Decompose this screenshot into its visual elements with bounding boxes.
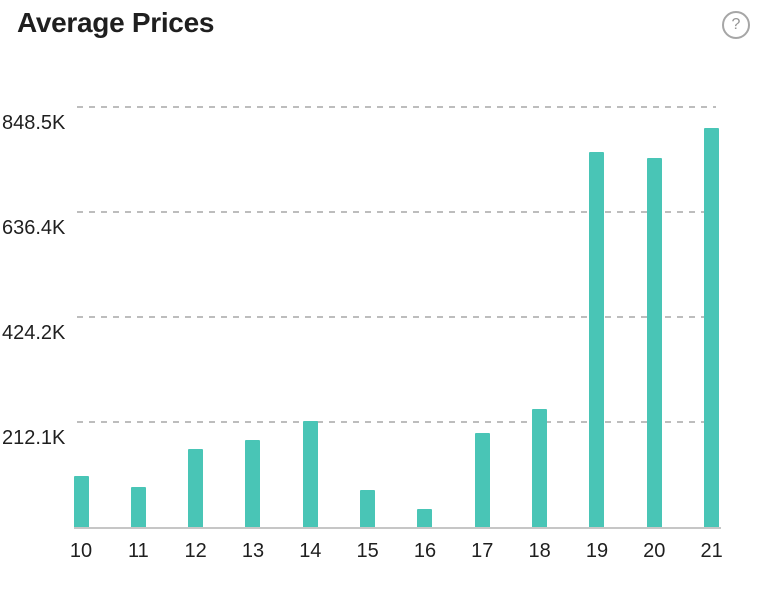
y-axis-label: 636.4K — [2, 216, 66, 239]
x-axis-label: 16 — [413, 540, 437, 562]
y-axis-label: 848.5K — [2, 111, 66, 134]
bar-12[interactable] — [188, 449, 204, 527]
bar-18[interactable] — [532, 408, 548, 527]
question-mark-icon: ? — [731, 16, 741, 33]
bar-10[interactable] — [73, 476, 89, 527]
bar-17[interactable] — [474, 433, 490, 527]
y-axis-label: 424.2K — [2, 321, 66, 344]
bar-16[interactable] — [417, 508, 433, 527]
x-axis-label: 10 — [69, 540, 93, 562]
x-axis-label: 11 — [127, 540, 149, 562]
x-axis-label: 21 — [700, 540, 723, 562]
bar-14[interactable] — [302, 421, 318, 527]
gridline — [77, 210, 716, 213]
x-axis-label: 15 — [356, 540, 379, 562]
chart-title: Average Prices — [17, 7, 215, 38]
bar-11[interactable] — [130, 487, 146, 527]
bar-13[interactable] — [245, 440, 261, 527]
gridline — [77, 315, 716, 318]
x-axis-label: 20 — [643, 540, 666, 562]
help-button[interactable]: ? — [722, 11, 750, 39]
x-axis-label: 17 — [471, 540, 494, 562]
gridline — [77, 105, 716, 108]
y-axis-label: 212.1K — [2, 426, 66, 449]
x-axis-line — [74, 527, 721, 529]
x-axis-label: 12 — [184, 540, 207, 562]
bar-21[interactable] — [704, 128, 720, 527]
bar-19[interactable] — [589, 151, 605, 527]
bar-15[interactable] — [360, 490, 376, 527]
gridline — [77, 420, 716, 423]
x-axis-label: 14 — [299, 540, 322, 562]
bar-20[interactable] — [646, 158, 662, 527]
x-axis-label: 18 — [528, 540, 551, 562]
x-axis-label: 13 — [241, 540, 265, 562]
x-axis-label: 19 — [585, 540, 609, 562]
